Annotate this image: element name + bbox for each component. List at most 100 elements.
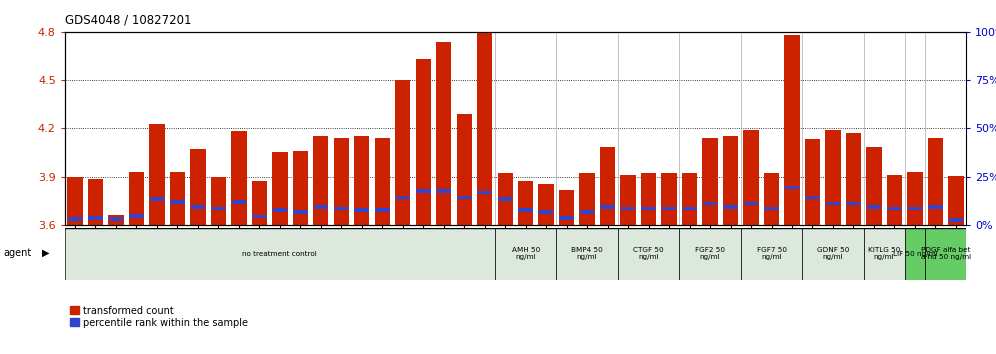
Bar bbox=[252, 215, 267, 218]
Bar bbox=[272, 153, 288, 225]
Bar bbox=[518, 209, 533, 212]
Bar bbox=[621, 207, 635, 210]
Bar bbox=[539, 184, 554, 225]
Bar bbox=[925, 228, 966, 280]
Text: BMP4 50
ng/ml: BMP4 50 ng/ml bbox=[572, 247, 603, 261]
Bar bbox=[887, 207, 901, 210]
Bar bbox=[539, 210, 554, 213]
Bar bbox=[785, 186, 799, 189]
Bar bbox=[456, 114, 472, 225]
Bar bbox=[457, 195, 471, 199]
Bar bbox=[355, 209, 370, 212]
Bar bbox=[395, 195, 410, 199]
Bar bbox=[498, 197, 513, 201]
Text: agent: agent bbox=[3, 248, 31, 258]
Bar bbox=[231, 131, 247, 225]
Bar bbox=[802, 228, 864, 280]
Bar bbox=[741, 228, 802, 280]
Bar bbox=[109, 215, 124, 225]
Bar bbox=[149, 197, 164, 201]
Bar bbox=[743, 130, 759, 225]
Bar bbox=[682, 207, 697, 210]
Bar bbox=[88, 179, 104, 225]
Bar bbox=[374, 138, 390, 225]
Bar bbox=[904, 228, 925, 280]
Bar bbox=[436, 41, 451, 225]
Text: GDS4048 / 10827201: GDS4048 / 10827201 bbox=[65, 13, 191, 27]
Bar bbox=[498, 173, 513, 225]
Bar bbox=[601, 205, 615, 209]
Bar bbox=[580, 210, 595, 213]
Bar bbox=[723, 205, 738, 209]
Bar bbox=[744, 202, 758, 205]
Bar bbox=[68, 217, 83, 221]
Text: LIF 50 ng/ml: LIF 50 ng/ml bbox=[892, 251, 937, 257]
Bar bbox=[600, 147, 616, 225]
Bar bbox=[416, 189, 430, 193]
Bar bbox=[477, 191, 492, 194]
Bar bbox=[415, 59, 431, 225]
Bar bbox=[355, 136, 370, 225]
Bar bbox=[334, 207, 349, 210]
Bar bbox=[846, 133, 862, 225]
Bar bbox=[65, 228, 495, 280]
Bar bbox=[826, 130, 841, 225]
Bar bbox=[907, 172, 922, 225]
Bar bbox=[334, 138, 349, 225]
Bar bbox=[661, 173, 676, 225]
Bar bbox=[864, 228, 904, 280]
Bar bbox=[314, 205, 328, 209]
Bar bbox=[190, 149, 205, 225]
Bar bbox=[211, 177, 226, 225]
Bar bbox=[723, 136, 738, 225]
Bar bbox=[580, 173, 595, 225]
Bar bbox=[867, 205, 881, 209]
Bar bbox=[621, 175, 635, 225]
Bar bbox=[907, 207, 922, 210]
Bar bbox=[784, 35, 800, 225]
Bar bbox=[682, 173, 697, 225]
Bar bbox=[128, 172, 144, 225]
Bar bbox=[618, 228, 679, 280]
Bar bbox=[313, 136, 329, 225]
Text: CTGF 50
ng/ml: CTGF 50 ng/ml bbox=[633, 247, 664, 261]
Bar bbox=[89, 216, 103, 220]
Bar bbox=[679, 228, 741, 280]
Text: FGF7 50
ng/ml: FGF7 50 ng/ml bbox=[757, 247, 787, 261]
Bar bbox=[252, 181, 267, 225]
Bar bbox=[293, 151, 308, 225]
Bar bbox=[867, 147, 881, 225]
Text: AMH 50
ng/ml: AMH 50 ng/ml bbox=[512, 247, 540, 261]
Bar bbox=[927, 138, 943, 225]
Bar bbox=[703, 202, 717, 205]
Bar bbox=[169, 172, 185, 225]
Bar bbox=[560, 216, 574, 220]
Bar bbox=[495, 228, 557, 280]
Bar bbox=[764, 207, 779, 210]
Text: KITLG 50
ng/ml: KITLG 50 ng/ml bbox=[868, 247, 900, 261]
Bar bbox=[477, 33, 492, 225]
Bar bbox=[805, 195, 820, 199]
Bar bbox=[559, 190, 575, 225]
Bar bbox=[661, 207, 676, 210]
Bar bbox=[557, 228, 618, 280]
Bar bbox=[805, 139, 820, 225]
Bar bbox=[928, 205, 942, 209]
Bar bbox=[702, 138, 718, 225]
Bar bbox=[109, 217, 124, 221]
Bar bbox=[948, 218, 963, 222]
Bar bbox=[847, 202, 861, 205]
Bar bbox=[190, 205, 205, 209]
Bar bbox=[948, 176, 963, 225]
Bar bbox=[641, 207, 656, 210]
Bar bbox=[68, 177, 83, 225]
Bar bbox=[273, 209, 287, 212]
Bar bbox=[826, 202, 841, 205]
Bar bbox=[232, 200, 246, 204]
Bar bbox=[640, 173, 656, 225]
Bar bbox=[129, 214, 143, 218]
Bar bbox=[170, 200, 184, 204]
Bar bbox=[886, 175, 902, 225]
Text: GDNF 50
ng/ml: GDNF 50 ng/ml bbox=[817, 247, 850, 261]
Text: ▶: ▶ bbox=[42, 248, 50, 258]
